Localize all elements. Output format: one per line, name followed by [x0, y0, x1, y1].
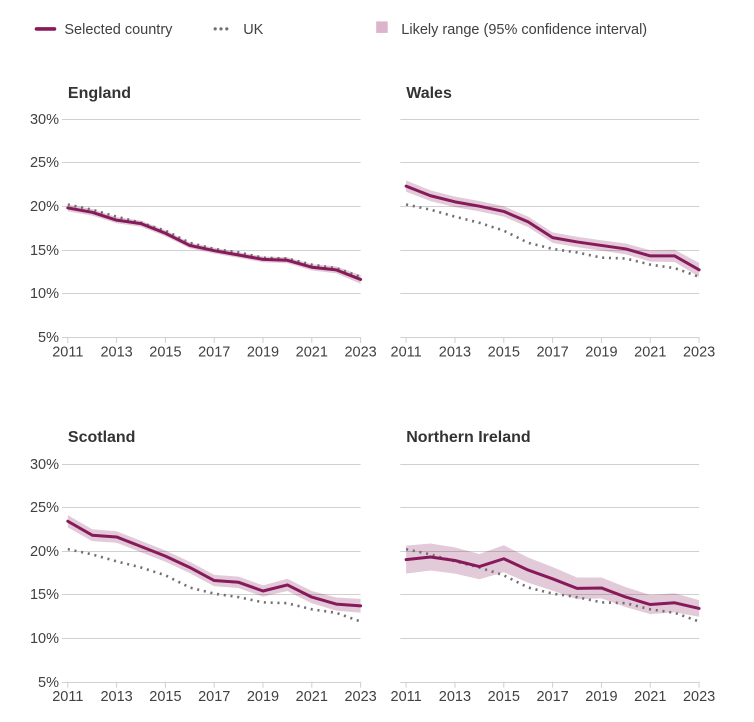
- svg-text:20%: 20%: [30, 199, 59, 215]
- svg-text:UK: UK: [243, 22, 263, 38]
- svg-text:2013: 2013: [100, 344, 132, 360]
- svg-text:2021: 2021: [296, 344, 328, 360]
- svg-text:20%: 20%: [30, 544, 59, 560]
- svg-text:5%: 5%: [38, 675, 59, 691]
- svg-text:2021: 2021: [296, 689, 328, 705]
- svg-text:15%: 15%: [30, 243, 59, 259]
- svg-text:2011: 2011: [391, 344, 422, 360]
- svg-text:Northern Ireland: Northern Ireland: [406, 429, 530, 446]
- svg-text:2015: 2015: [149, 344, 181, 360]
- svg-text:2017: 2017: [536, 344, 568, 360]
- svg-text:30%: 30%: [30, 112, 59, 128]
- svg-text:2021: 2021: [634, 344, 666, 360]
- svg-text:2019: 2019: [585, 689, 617, 705]
- svg-text:2013: 2013: [439, 344, 471, 360]
- svg-text:England: England: [68, 85, 131, 102]
- svg-text:2023: 2023: [683, 344, 715, 360]
- svg-text:2021: 2021: [634, 689, 666, 705]
- svg-text:2015: 2015: [488, 689, 520, 705]
- svg-text:2017: 2017: [536, 689, 568, 705]
- svg-text:2013: 2013: [100, 689, 132, 705]
- svg-text:2015: 2015: [149, 689, 181, 705]
- svg-text:2023: 2023: [344, 344, 376, 360]
- svg-text:2019: 2019: [585, 344, 617, 360]
- svg-text:Wales: Wales: [406, 85, 452, 102]
- svg-text:2017: 2017: [198, 344, 230, 360]
- svg-text:10%: 10%: [30, 286, 59, 302]
- svg-text:Likely range (95% confidence i: Likely range (95% confidence interval): [401, 22, 647, 38]
- svg-text:2011: 2011: [52, 344, 83, 360]
- svg-text:2019: 2019: [247, 344, 279, 360]
- svg-text:30%: 30%: [30, 457, 59, 473]
- svg-text:25%: 25%: [30, 500, 59, 516]
- svg-text:10%: 10%: [30, 631, 59, 647]
- svg-text:15%: 15%: [30, 587, 59, 603]
- svg-text:2015: 2015: [488, 344, 520, 360]
- svg-text:2017: 2017: [198, 689, 230, 705]
- svg-text:Scotland: Scotland: [68, 429, 136, 446]
- svg-text:2011: 2011: [391, 689, 422, 705]
- svg-text:2011: 2011: [52, 689, 83, 705]
- svg-text:5%: 5%: [38, 330, 59, 346]
- svg-text:25%: 25%: [30, 155, 59, 171]
- svg-text:2013: 2013: [439, 689, 471, 705]
- svg-text:Selected country: Selected country: [64, 22, 173, 38]
- svg-text:2023: 2023: [683, 689, 715, 705]
- svg-text:2023: 2023: [344, 689, 376, 705]
- svg-text:2019: 2019: [247, 689, 279, 705]
